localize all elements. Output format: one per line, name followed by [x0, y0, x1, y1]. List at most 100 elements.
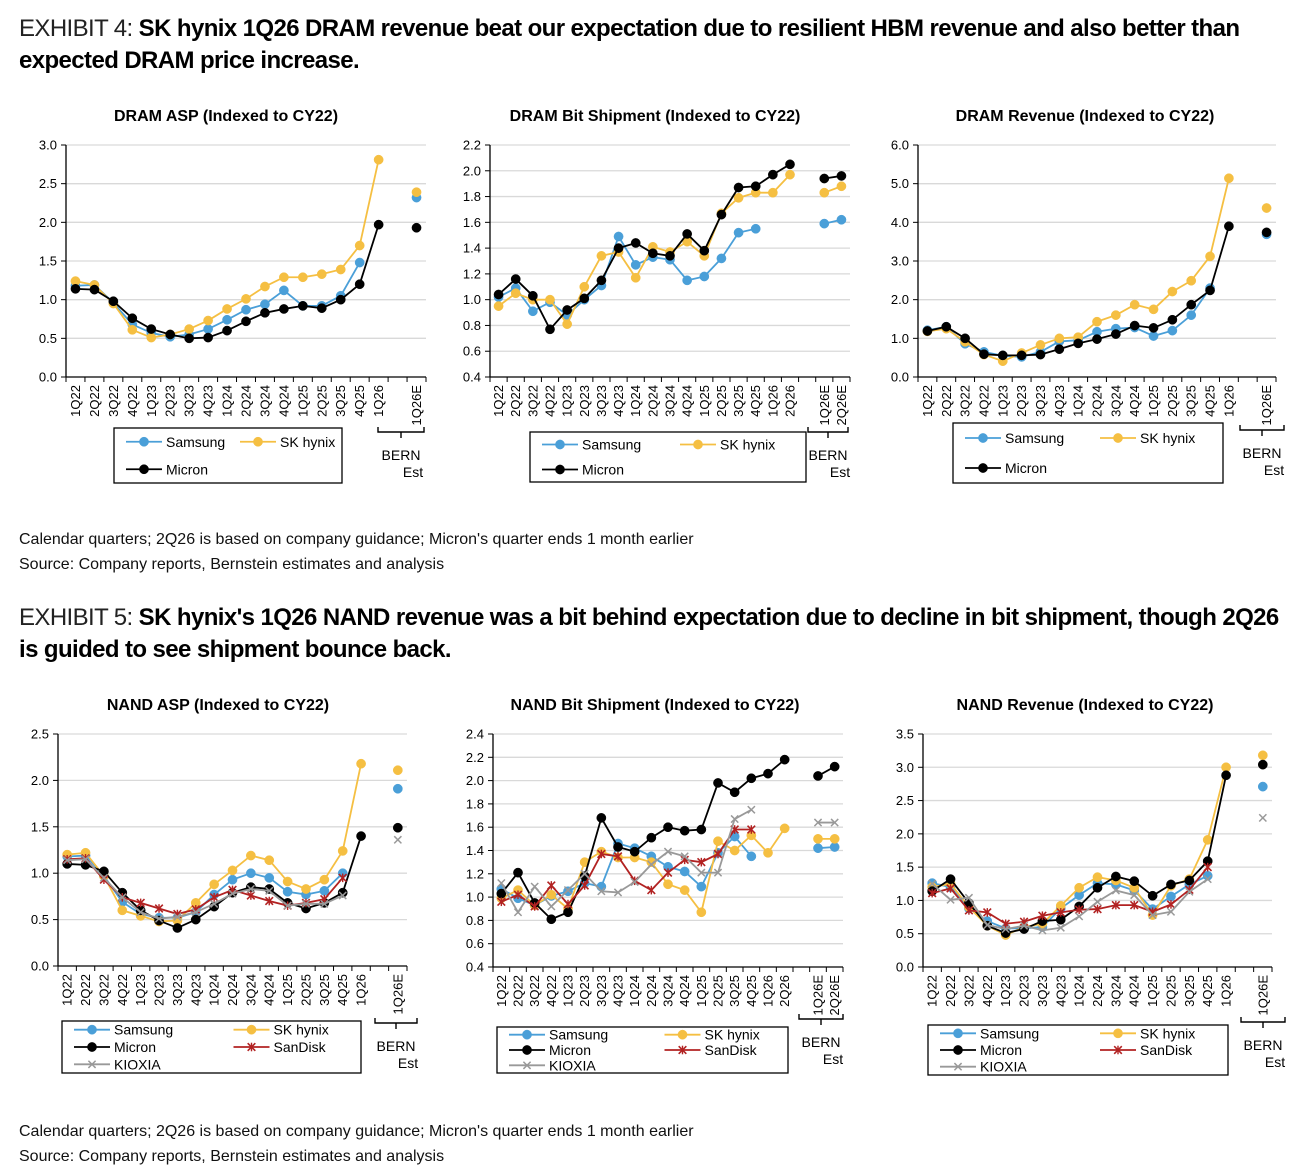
data-point — [779, 823, 790, 834]
data-point — [136, 908, 145, 917]
x-tick-label: 4Q24 — [677, 975, 692, 1007]
data-point — [729, 845, 740, 856]
marker-stroke — [747, 805, 756, 814]
data-point — [89, 284, 100, 295]
data-point — [513, 890, 523, 900]
data-point — [337, 846, 348, 856]
data-point — [630, 272, 641, 283]
x-tick-label: 2Q26 — [777, 975, 792, 1007]
marker-stroke — [1148, 910, 1157, 920]
x-tick-label: 1Q26 — [354, 974, 369, 1006]
x-tick-label: 4Q24 — [262, 974, 277, 1006]
legend-marker — [247, 1042, 256, 1052]
x-tick-label: 1Q26 — [765, 385, 780, 417]
estimate-label-line1: BERN — [377, 1038, 416, 1054]
data-point — [1092, 872, 1103, 882]
x-tick-label: 1Q24 — [628, 385, 643, 417]
estimate-point — [392, 783, 403, 794]
data-point — [1035, 349, 1046, 360]
legend-label: SK hynix — [705, 1027, 760, 1043]
exhibit-5-source: Source: Company reports, Bernstein estim… — [19, 1148, 445, 1165]
data-point — [946, 884, 955, 893]
data-point — [982, 908, 992, 917]
marker-stroke — [697, 868, 706, 877]
data-point — [528, 306, 538, 317]
data-point — [964, 893, 974, 902]
x-tick-label: 1Q22 — [920, 385, 935, 417]
x-tick-label: 1Q25 — [1145, 975, 1160, 1007]
y-tick-label: 4.0 — [891, 215, 909, 230]
x-tick-label: 3Q24 — [663, 385, 678, 417]
x-tick-label: 4Q25 — [352, 385, 367, 417]
x-tick-label: 3Q24 — [1108, 975, 1123, 1007]
x-tick-label: 2Q23 — [152, 974, 167, 1006]
data-point — [510, 274, 521, 284]
legend-marker — [139, 464, 149, 475]
y-tick-label: 1.5 — [896, 860, 914, 875]
x-tick-label: 4Q23 — [201, 385, 216, 417]
data-point — [1093, 897, 1102, 906]
data-point — [136, 898, 146, 908]
data-point — [1092, 316, 1102, 327]
data-point — [716, 253, 727, 264]
x-tick-label: 4Q22 — [976, 385, 991, 417]
x-tick-label: 2Q26E — [834, 385, 849, 426]
data-point — [319, 874, 330, 885]
marker-stroke — [928, 879, 937, 888]
marker-stroke — [1185, 887, 1194, 896]
estimate-label-line2: Est — [823, 1051, 843, 1067]
data-point — [563, 907, 573, 918]
legend-label: Samsung — [582, 437, 641, 453]
series-kioxia — [63, 835, 402, 923]
legend-item-samsung: Samsung — [509, 1027, 608, 1043]
data-point — [663, 847, 673, 856]
data-point — [356, 758, 366, 769]
estimate-point — [411, 187, 422, 198]
estimate-point — [411, 222, 422, 233]
x-tick-label: 2Q25 — [714, 385, 729, 417]
x-tick-label: 4Q22 — [115, 974, 130, 1006]
estimate-point — [392, 765, 403, 776]
x-tick-label: 1Q24 — [1072, 975, 1087, 1007]
legend-marker — [522, 1029, 532, 1040]
x-tick-label: 1Q26E — [1259, 385, 1274, 426]
y-tick-label: 1.2 — [466, 866, 484, 881]
data-point — [696, 881, 707, 892]
legend-marker — [1113, 433, 1123, 443]
data-point — [99, 873, 109, 882]
x-tick-label: 2Q23 — [163, 385, 178, 417]
data-point — [320, 899, 329, 908]
legend-label: SanDisk — [1140, 1042, 1193, 1058]
marker-stroke — [647, 860, 656, 869]
estimate-point — [836, 181, 847, 192]
data-point — [190, 914, 201, 925]
legend-item-sandisk: SanDisk — [664, 1042, 758, 1058]
data-point — [613, 243, 624, 253]
legend-item-micron: Micron — [74, 1039, 156, 1055]
legend-box — [113, 427, 343, 484]
estimate-label-line1: BERN — [1243, 445, 1282, 461]
data-point — [713, 778, 723, 788]
x-tick-label: 1Q23 — [998, 975, 1013, 1007]
marker-stroke — [393, 835, 402, 844]
x-tick-label: 1Q22 — [60, 974, 75, 1006]
x-tick-label: 2Q22 — [943, 975, 958, 1007]
legend-item-kioxia: KIOXIA — [940, 1059, 1027, 1075]
data-point — [1038, 911, 1047, 921]
x-tick-label: 3Q24 — [257, 385, 272, 417]
data-point — [154, 904, 164, 913]
data-point — [283, 901, 292, 910]
data-point — [768, 187, 778, 198]
data-point — [356, 831, 366, 841]
data-point — [680, 852, 689, 861]
data-point — [746, 851, 757, 862]
legend-marker — [1113, 1028, 1123, 1039]
series-micron — [70, 219, 422, 344]
estimate-point — [819, 173, 830, 184]
data-point — [1074, 905, 1084, 915]
x-tick-label: 3Q22 — [958, 385, 973, 417]
x-tick-label: 4Q23 — [1053, 975, 1068, 1007]
marker-stroke — [265, 886, 274, 895]
estimate-label-line2: Est — [1264, 462, 1284, 478]
marker-stroke — [136, 908, 145, 917]
